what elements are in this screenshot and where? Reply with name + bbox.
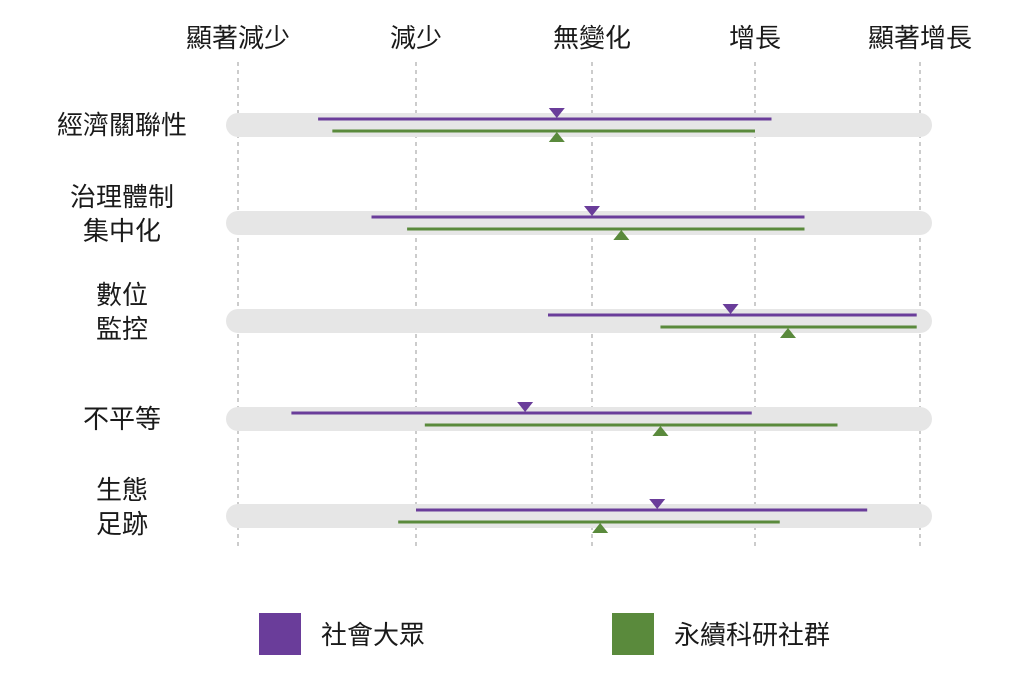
category-band — [226, 309, 932, 333]
category-band — [226, 504, 932, 528]
axis-tick-label: 無變化 — [553, 24, 631, 54]
category-label: 足跡 — [96, 510, 148, 540]
category-band — [226, 407, 932, 431]
legend-label: 社會大眾 — [321, 621, 425, 651]
legend-swatch — [612, 613, 654, 655]
category-label: 監控 — [96, 315, 148, 345]
axis-tick-label: 顯著減少 — [186, 24, 290, 54]
legend-swatch — [259, 613, 301, 655]
median-marker — [592, 523, 609, 533]
category-label: 不平等 — [83, 405, 161, 435]
median-marker — [722, 304, 739, 314]
category-label: 集中化 — [83, 217, 161, 247]
category-label: 數位 — [96, 281, 148, 311]
median-marker — [780, 328, 796, 338]
category-label: 經濟關聯性 — [57, 111, 187, 141]
median-marker — [548, 108, 565, 118]
median-marker — [517, 402, 534, 412]
axis-tick-labels: 顯著減少 減少 無變化 增長 顯著增長 — [186, 24, 972, 54]
median-marker — [613, 230, 630, 240]
median-marker — [649, 499, 666, 509]
axis-tick-label: 減少 — [390, 24, 442, 54]
median-marker — [548, 132, 565, 142]
legend-label: 永續科研社群 — [674, 621, 830, 651]
grid-lines — [237, 62, 921, 548]
axis-tick-label: 增長 — [729, 24, 781, 54]
median-marker — [652, 426, 669, 436]
median-marker — [584, 206, 600, 216]
category-label: 治理體制 — [70, 183, 174, 213]
category-band — [226, 113, 932, 137]
category-bands — [226, 113, 932, 528]
category-band — [226, 211, 932, 235]
category-label: 生態 — [96, 476, 148, 506]
legend: 社會大眾 永續科研社群 — [259, 613, 830, 655]
series-marks — [291, 108, 917, 533]
axis-tick-label: 顯著增長 — [868, 24, 972, 54]
